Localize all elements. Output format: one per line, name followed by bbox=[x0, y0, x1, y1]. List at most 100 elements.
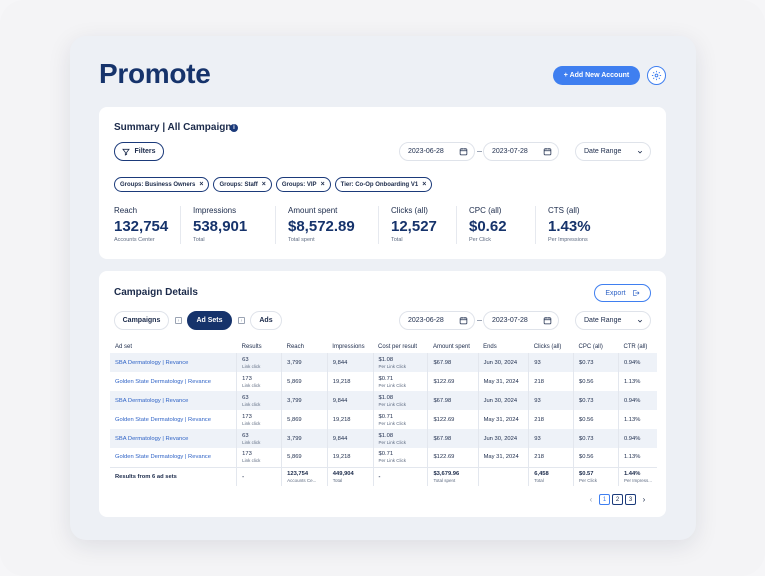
cell-value: $67.98 bbox=[433, 435, 452, 442]
details-start-date[interactable]: 2023-06-28 bbox=[399, 311, 475, 330]
summary-start-date[interactable]: 2023-06-28 bbox=[399, 142, 475, 161]
cell-value: $0.56 bbox=[579, 416, 594, 423]
table-row[interactable]: SBA Dermatology | Revance 63 Link click 3,7… bbox=[110, 353, 657, 372]
cell-value: 218 bbox=[534, 416, 544, 423]
metric-label: Reach bbox=[114, 206, 138, 215]
column-header[interactable]: Ad set bbox=[115, 343, 133, 350]
details-end-date[interactable]: 2023-07-28 bbox=[483, 311, 559, 330]
cell-sub: Per Link Click bbox=[378, 401, 407, 407]
cell-results: 63 Link click bbox=[236, 429, 282, 448]
filters-button[interactable]: Filters bbox=[114, 142, 164, 161]
cell-name[interactable]: SBA Dermatology | Revance bbox=[110, 391, 237, 410]
cell-spent: $67.98 bbox=[427, 391, 479, 410]
column-header[interactable]: CPC (all) bbox=[578, 343, 603, 350]
close-icon[interactable]: × bbox=[422, 181, 427, 188]
cell-sub: Per Link Click bbox=[378, 420, 407, 426]
chevron-down-icon bbox=[637, 150, 643, 153]
chip-label: Groups: Business Owners bbox=[120, 181, 196, 188]
filter-chip[interactable]: Tier: Co-Op Onboarding V1 × bbox=[334, 177, 433, 192]
cell-name[interactable]: SBA Dermatology | Revance bbox=[110, 353, 237, 372]
export-button[interactable]: Export bbox=[594, 284, 651, 302]
filters-label: Filters bbox=[134, 148, 156, 155]
column-header[interactable]: Impressions bbox=[332, 343, 365, 350]
close-icon[interactable]: × bbox=[199, 181, 204, 188]
cell-name[interactable]: Golden State Dermatology | Revance bbox=[110, 410, 237, 429]
chevron-down-icon bbox=[637, 319, 643, 322]
table-row[interactable]: Golden State Dermatology | Revance 173 Lin… bbox=[110, 448, 657, 467]
column-header[interactable]: Cost per result bbox=[378, 343, 418, 350]
cell-ends: May 31, 2024 bbox=[477, 410, 529, 429]
cell-value: $1.08 bbox=[378, 356, 394, 363]
start-date-value: 2023-06-28 bbox=[408, 148, 444, 155]
settings-button[interactable] bbox=[647, 66, 666, 85]
cell-name[interactable]: SBA Dermatology | Revance bbox=[110, 429, 237, 448]
filter-chip[interactable]: Groups: VIP × bbox=[275, 177, 331, 192]
metric-value: 12,527 bbox=[391, 218, 437, 235]
chevron-left-icon[interactable]: ‹ bbox=[589, 495, 593, 504]
add-new-account-button[interactable]: + Add New Account bbox=[553, 66, 640, 85]
close-icon[interactable]: × bbox=[261, 181, 266, 188]
cell-impressions: 19,218 bbox=[326, 448, 374, 467]
metric-impressions: Impressions 538,901 Total bbox=[193, 206, 276, 244]
cell-results: 173 Link click bbox=[236, 372, 282, 391]
totals-spent: $3,679.96 Total spent bbox=[427, 466, 479, 486]
chevron-right-icon[interactable]: › bbox=[642, 495, 646, 504]
table-row[interactable]: Golden State Dermatology | Revance 173 Lin… bbox=[110, 372, 657, 391]
calendar-icon bbox=[543, 148, 552, 156]
table-row[interactable]: SBA Dermatology | Revance 63 Link click 3,7… bbox=[110, 391, 657, 410]
cell-value: $67.98 bbox=[433, 359, 452, 366]
cell-name[interactable]: Golden State Dermatology | Revance bbox=[110, 448, 237, 467]
tab-ads[interactable]: Ads bbox=[250, 311, 282, 330]
cell-impressions: 19,218 bbox=[326, 410, 374, 429]
cell-value: 173 bbox=[242, 451, 252, 458]
metric-label: Clicks (all) bbox=[391, 206, 428, 215]
cell-value: Golden State Dermatology | Revance bbox=[115, 454, 211, 461]
cell-sub: Link click bbox=[242, 363, 261, 369]
summary-end-date[interactable]: 2023-07-28 bbox=[483, 142, 559, 161]
info-icon[interactable]: i bbox=[230, 124, 238, 132]
column-header[interactable]: Ends bbox=[483, 343, 497, 350]
column-header[interactable]: Reach bbox=[286, 343, 304, 350]
filter-chip[interactable]: Groups: Staff × bbox=[213, 177, 272, 192]
export-icon bbox=[632, 290, 640, 296]
summary-title: Summary | All Campaigns bbox=[114, 122, 238, 133]
date-separator bbox=[477, 320, 482, 321]
metric-value: $0.62 bbox=[469, 218, 507, 235]
cell-ends: Jun 30, 2024 bbox=[477, 353, 529, 372]
cell-ctr: 0.94% bbox=[617, 429, 657, 448]
table-row[interactable]: Golden State Dermatology | Revance 173 Lin… bbox=[110, 410, 657, 429]
page-button-3[interactable]: 3 bbox=[625, 494, 636, 505]
date-range-label: Date Range bbox=[584, 148, 622, 155]
cell-value: 63 bbox=[242, 394, 249, 401]
filter-chip[interactable]: Groups: Business Owners × bbox=[114, 177, 210, 192]
cell-sub: Per Link Click bbox=[378, 458, 407, 464]
cell-value: $0.73 bbox=[579, 359, 594, 366]
totals-cost: - bbox=[372, 466, 428, 486]
metric-value: 1.43% bbox=[548, 218, 591, 235]
metric-amount-spent: Amount spent $8,572.89 Total spent bbox=[288, 206, 379, 244]
pagination: ‹ 1 2 3 › bbox=[585, 494, 650, 505]
tab-campaigns[interactable]: Campaigns bbox=[114, 311, 169, 330]
details-date-range-select[interactable]: Date Range bbox=[575, 311, 651, 330]
cell-cost: $1.08 Per Link Click bbox=[372, 353, 428, 372]
column-header[interactable]: Clicks (all) bbox=[533, 343, 562, 350]
cell-ctr: 0.94% bbox=[617, 391, 657, 410]
cell-sub: Per Click bbox=[579, 477, 598, 483]
table-row[interactable]: SBA Dermatology | Revance 63 Link click 3,7… bbox=[110, 429, 657, 448]
cell-clicks: 218 bbox=[528, 410, 574, 429]
page-button-2[interactable]: 2 bbox=[612, 494, 623, 505]
column-header[interactable]: Results bbox=[241, 343, 262, 350]
cell-value: $0.73 bbox=[579, 435, 594, 442]
cell-value: 6,458 bbox=[534, 470, 549, 477]
column-header[interactable]: CTR (all) bbox=[623, 343, 648, 350]
cell-value: 9,844 bbox=[332, 397, 348, 404]
cell-reach: 5,869 bbox=[281, 372, 328, 391]
summary-date-range-select[interactable]: Date Range bbox=[575, 142, 651, 161]
column-header[interactable]: Amount spent bbox=[432, 343, 470, 350]
date-range-label: Date Range bbox=[584, 317, 622, 324]
tab-ad-sets[interactable]: Ad Sets bbox=[187, 311, 232, 330]
cell-name[interactable]: Golden State Dermatology | Revance bbox=[110, 372, 237, 391]
close-icon[interactable]: × bbox=[320, 181, 325, 188]
page-button-1[interactable]: 1 bbox=[599, 494, 610, 505]
cell-results: 63 Link click bbox=[236, 391, 282, 410]
